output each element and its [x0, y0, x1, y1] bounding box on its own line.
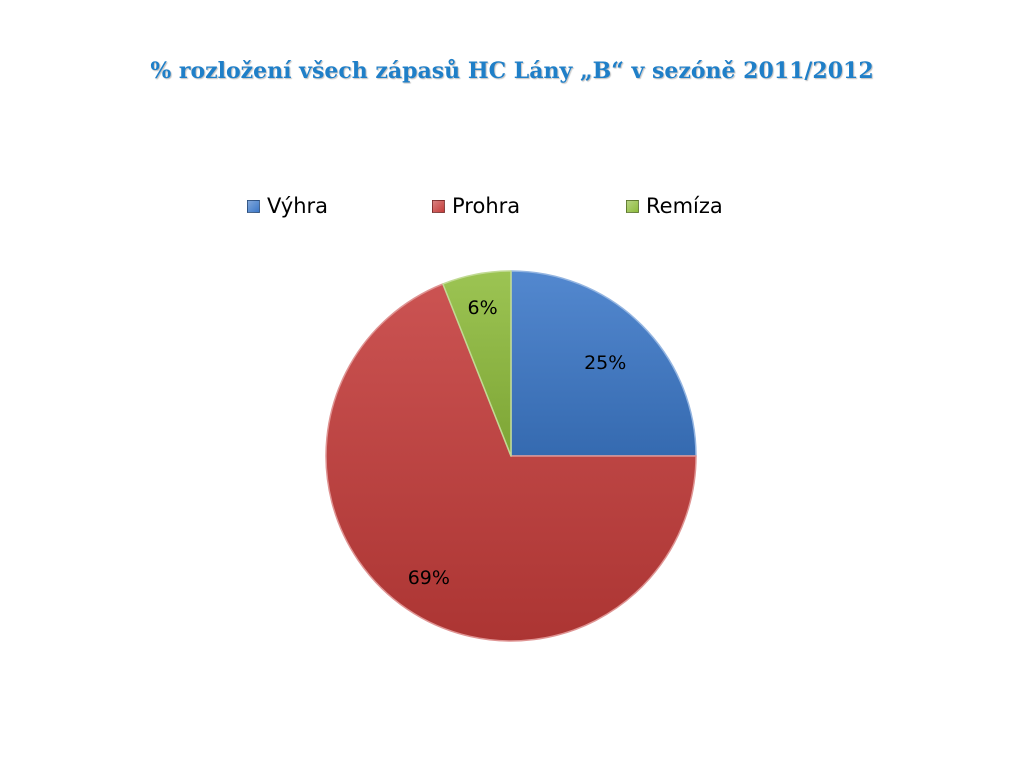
legend-swatch-remiza	[626, 199, 639, 213]
legend-label-prohra: Prohra	[452, 194, 521, 218]
chart-legend: Výhra Prohra Remíza	[0, 194, 1024, 222]
pie-slice-remiza	[442, 270, 512, 457]
pie-data-labels: 25% 69% 6%	[408, 297, 627, 589]
pie-slices	[325, 270, 697, 642]
chart-title: % rozložení všech zápasů HC Lány „B“ v s…	[150, 58, 874, 84]
data-label-vyhra: 25%	[584, 352, 626, 374]
legend-item-prohra: Prohra	[432, 194, 520, 218]
legend-label-remiza: Remíza	[646, 194, 723, 218]
legend-swatch-prohra	[432, 199, 445, 213]
data-label-remiza: 6%	[467, 297, 497, 319]
legend-item-vyhra: Výhra	[247, 194, 328, 218]
data-label-prohra: 69%	[408, 567, 450, 589]
legend-label-vyhra: Výhra	[267, 194, 329, 218]
legend-item-remiza: Remíza	[626, 194, 723, 218]
legend-swatch-vyhra	[247, 199, 260, 213]
pie-slice-prohra	[325, 283, 697, 642]
pie-slice-vyhra	[510, 270, 697, 457]
